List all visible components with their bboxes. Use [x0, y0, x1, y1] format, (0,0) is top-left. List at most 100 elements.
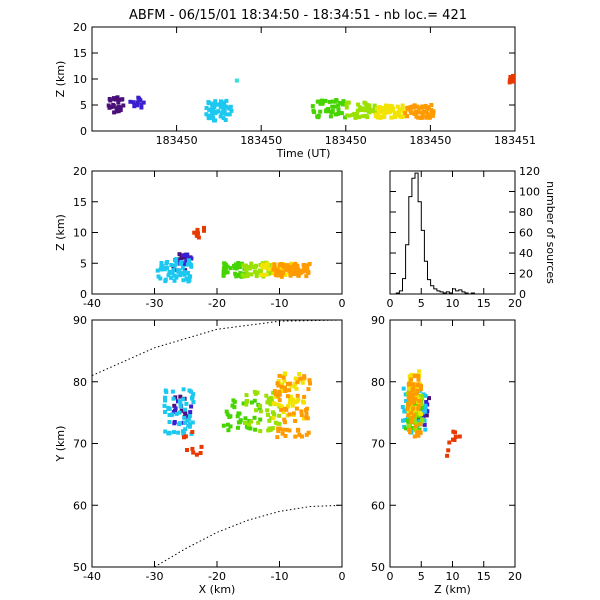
- height-y-point: [407, 391, 412, 396]
- range-ring-1: [154, 504, 343, 568]
- height-y-point: [403, 426, 408, 431]
- time-height-point: [213, 118, 217, 123]
- height-y-point: [416, 433, 421, 438]
- plan-view-point: [244, 393, 249, 398]
- x-height-point: [169, 263, 174, 267]
- plan-view-point: [308, 381, 312, 386]
- x-height-xtick-label: -10: [271, 297, 289, 310]
- time-height-point: [372, 105, 377, 110]
- plan-view-point: [277, 392, 282, 397]
- plan-view-point: [276, 379, 281, 384]
- plan-view-point: [277, 373, 282, 378]
- plan-view-point: [173, 406, 178, 411]
- plan-view-point: [257, 406, 262, 411]
- plan-view-point: [302, 375, 307, 380]
- plan-view-point: [275, 435, 280, 440]
- time-height-point: [330, 104, 335, 109]
- altitude-histogram-xtick-label: 20: [508, 297, 522, 310]
- height-y-point: [418, 430, 423, 435]
- plan-view-point: [291, 397, 295, 402]
- altitude-histogram-xtick-label: 10: [446, 297, 460, 310]
- x-height-point: [172, 273, 177, 278]
- x-height-point: [300, 269, 305, 274]
- height-y-point: [402, 409, 407, 414]
- time-height-point: [429, 108, 434, 112]
- time-height-xtick-label: 183450: [156, 134, 198, 147]
- x-height-point: [251, 265, 256, 270]
- plan-view-point: [176, 430, 181, 435]
- time-height-point: [107, 105, 112, 110]
- plan-view-point: [183, 427, 188, 432]
- x-height-point: [195, 230, 200, 235]
- plan-view-point: [269, 416, 274, 421]
- height-y-point: [427, 396, 431, 401]
- plan-view-point: [280, 431, 285, 436]
- x-height-point: [186, 279, 191, 284]
- time-height-point: [335, 111, 340, 116]
- height-y-point: [447, 440, 452, 445]
- plan-view-point: [181, 431, 186, 436]
- time-height-point: [393, 115, 397, 119]
- plan-view-ytick-label: 50: [73, 561, 87, 574]
- time-height-point: [379, 109, 384, 114]
- plan-view-point: [253, 391, 258, 396]
- time-height-point: [330, 108, 335, 113]
- height-y-point: [419, 394, 424, 398]
- height-y-point: [409, 392, 414, 397]
- x-height-ylabel: Z (km): [54, 214, 67, 251]
- time-height-xlabel: Time (UT): [276, 147, 331, 160]
- plan-view-point: [183, 434, 188, 439]
- time-height-point: [223, 118, 228, 122]
- height-y-point: [413, 407, 418, 412]
- plan-view-point: [280, 389, 284, 393]
- height-y-point: [424, 413, 429, 418]
- plan-view-point: [288, 400, 292, 405]
- plan-view-point: [171, 410, 176, 414]
- plan-view-point: [276, 402, 281, 407]
- x-height-point: [228, 266, 233, 271]
- time-height-point: [372, 103, 377, 108]
- altitude-histogram-xtick-label: 0: [387, 297, 394, 310]
- plan-view-point: [296, 428, 301, 433]
- time-height-point: [341, 99, 346, 104]
- height-y-ytick-label: 70: [371, 438, 385, 451]
- plan-view-point: [232, 405, 237, 410]
- time-height-point: [400, 105, 405, 110]
- x-height-ytick-label: 10: [73, 227, 87, 240]
- time-height-point: [400, 103, 405, 108]
- time-height-point: [131, 100, 136, 105]
- height-y-point: [406, 385, 411, 390]
- x-height-point: [291, 263, 296, 268]
- time-height-point: [345, 113, 350, 118]
- x-height-point: [289, 271, 294, 276]
- plan-view-point: [190, 420, 195, 425]
- height-y-point: [414, 391, 419, 396]
- plan-view-point: [279, 407, 284, 412]
- time-height-point: [316, 115, 321, 120]
- time-height-point: [218, 114, 223, 119]
- time-height-point: [426, 105, 431, 110]
- x-height-point: [252, 269, 257, 274]
- plan-view-point: [275, 381, 280, 386]
- height-y-point: [413, 424, 418, 429]
- plan-view-point: [290, 403, 295, 408]
- plan-view-point: [182, 415, 187, 420]
- height-y-point: [416, 377, 421, 382]
- time-height-point: [132, 102, 137, 107]
- time-height-point: [429, 103, 434, 107]
- time-height-point: [359, 108, 364, 113]
- plan-view-point: [177, 399, 182, 404]
- time-height-point: [334, 98, 339, 103]
- height-y-point: [401, 386, 406, 391]
- plan-view-point: [283, 434, 288, 438]
- x-height-point: [232, 266, 237, 270]
- plan-view-xlabel: X (km): [199, 583, 236, 596]
- x-height-point: [274, 269, 279, 274]
- plan-view-xtick-label: 0: [339, 570, 346, 583]
- x-height-point: [305, 263, 310, 268]
- plan-view-point: [265, 400, 270, 405]
- time-height-point: [367, 106, 372, 111]
- height-y-point: [404, 399, 409, 403]
- time-height-point: [331, 99, 336, 104]
